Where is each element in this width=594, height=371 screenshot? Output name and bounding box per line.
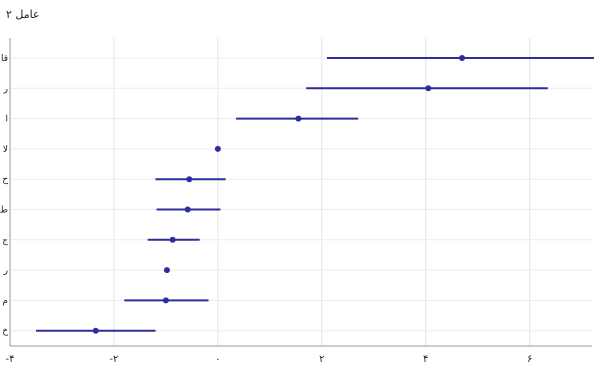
category-labels: قا ر ا لا ح ط ج ر م خ: [0, 54, 8, 337]
category-label: قا: [1, 54, 8, 64]
category-label: م: [2, 296, 8, 306]
estimate-point: [425, 85, 432, 92]
estimate-point: [214, 145, 221, 152]
category-label: ح: [2, 175, 8, 185]
x-tick-label: -۴: [6, 354, 15, 365]
x-tick-label: ۶: [527, 354, 532, 365]
category-label: ط: [0, 206, 8, 216]
estimate-point: [295, 115, 302, 122]
category-label: ر: [3, 266, 8, 276]
estimate-point: [92, 327, 99, 334]
category-label: خ: [2, 327, 8, 337]
x-tick-label: ۴: [423, 354, 428, 365]
category-label: ر: [3, 84, 8, 94]
x-tick-label: ۰: [215, 354, 220, 365]
chart-title: عامل ۲: [6, 8, 40, 21]
estimate-marks: [35, 55, 594, 334]
x-tick-label: -۲: [109, 354, 118, 365]
category-label: لا: [3, 145, 8, 155]
estimate-point: [163, 267, 170, 274]
estimate-point: [162, 297, 169, 304]
estimate-point: [169, 236, 176, 243]
estimate-point: [186, 176, 193, 183]
x-tick-label: ۲: [319, 354, 324, 365]
grid-layer: [9, 38, 592, 346]
x-tick-labels: -۴ -۲ ۰ ۲ ۴ ۶: [6, 354, 533, 365]
category-label: ج: [2, 236, 8, 246]
estimate-point: [459, 55, 466, 61]
estimate-point: [184, 206, 191, 213]
category-label: ا: [5, 115, 8, 125]
